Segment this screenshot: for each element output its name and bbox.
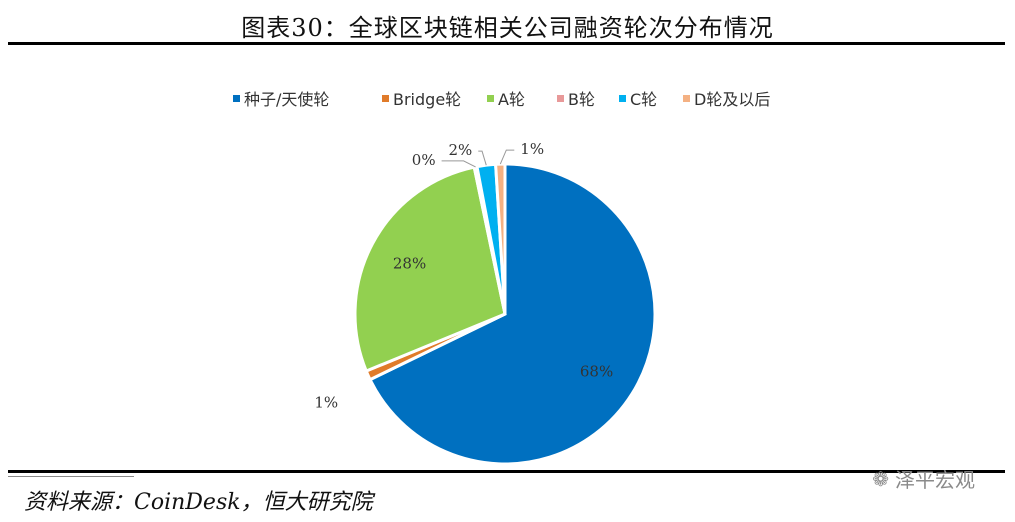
legend-item: Bridge轮 xyxy=(382,90,461,109)
watermark: ❁ 泽平宏观 xyxy=(872,464,975,493)
legend-item: B轮 xyxy=(557,90,595,109)
data-label: 0% xyxy=(412,151,436,169)
leader-line xyxy=(441,160,476,168)
legend-label: A轮 xyxy=(498,90,525,109)
data-label: 2% xyxy=(448,141,472,159)
legend-item: 种子/天使轮 xyxy=(233,90,329,109)
top-rule xyxy=(8,42,1005,45)
chart-legend: 种子/天使轮 Bridge轮 A轮 B轮 C轮 D轮及以后 xyxy=(233,90,770,109)
legend-swatch xyxy=(233,95,240,102)
data-label: 28% xyxy=(393,254,426,272)
legend-swatch xyxy=(557,95,564,102)
bottom-rule xyxy=(8,470,1005,473)
watermark-text: 泽平宏观 xyxy=(895,468,975,492)
legend-item: C轮 xyxy=(619,90,657,109)
legend-label: B轮 xyxy=(568,90,595,109)
legend-label: Bridge轮 xyxy=(393,90,461,109)
data-label: 1% xyxy=(520,140,544,158)
legend-swatch xyxy=(619,95,626,102)
source-note: 资料来源：CoinDesk，恒大研究院 xyxy=(24,490,373,515)
pie-slices xyxy=(353,162,657,466)
legend-swatch xyxy=(683,95,690,102)
wechat-icon: ❁ xyxy=(872,466,889,491)
pie-slice xyxy=(368,162,657,466)
pie-chart: 种子/天使轮 Bridge轮 A轮 B轮 C轮 D轮及以后 68% 28% 1% 0% 2% 1% xyxy=(233,90,770,466)
legend-item: A轮 xyxy=(487,90,525,109)
data-label: 1% xyxy=(314,393,338,411)
bottom-rule-thin xyxy=(8,476,134,477)
legend-swatch xyxy=(487,95,494,102)
legend-label: C轮 xyxy=(630,90,657,109)
legend-item: D轮及以后 xyxy=(683,90,770,109)
data-label: 68% xyxy=(580,362,613,380)
leader-line xyxy=(499,149,515,165)
leader-line xyxy=(478,150,487,166)
legend-label: D轮及以后 xyxy=(694,90,770,109)
chart-title: 图表30：全球区块链相关公司融资轮次分布情况 xyxy=(241,14,774,42)
legend-label: 种子/天使轮 xyxy=(244,90,329,109)
legend-swatch xyxy=(382,95,389,102)
pie-slice xyxy=(353,165,507,373)
pie-labels: 68% 28% 1% 0% 2% 1% xyxy=(314,140,613,411)
